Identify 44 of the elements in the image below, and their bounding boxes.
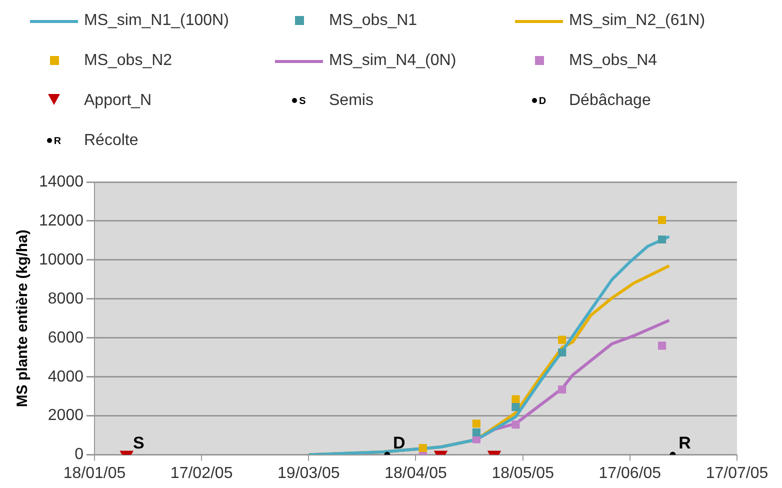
text: R [54,136,62,146]
point [472,420,480,428]
point [418,444,427,452]
y-tick-label: 4000 [48,368,84,386]
x-tick-label: 18/04/05 [384,464,447,482]
data-label: S [132,433,144,452]
x-tick-label: 18/01/05 [63,464,126,482]
y-axis-title: MS plante entière (kg/ha) [14,230,32,408]
point [658,235,666,244]
y-tick-label: 8000 [48,290,84,308]
text: D [538,96,546,106]
legend-label: MS_sim_N4_(0N) [329,52,456,70]
legend-label: Semis [329,92,374,110]
point [512,403,520,412]
legend-label: MS_sim_N1_(100N) [84,12,229,30]
data-label: D [393,433,406,452]
y-tick-label: 10000 [38,251,84,268]
point [512,420,520,429]
x-tick-label: 17/07/05 [706,464,768,482]
x-tick-label: 19/03/05 [278,464,340,482]
point [558,348,566,357]
x-tick-label: 18/05/05 [492,464,554,482]
y-tick-label: 12000 [38,212,84,230]
point [472,428,480,436]
legend-label: Récolte [84,132,138,150]
y-tick-label: 14000 [38,173,84,190]
point [512,395,520,404]
y-tick-label: 2000 [48,407,84,424]
y-tick-label: 6000 [48,329,84,346]
point [658,342,666,350]
point [558,336,566,344]
point [558,385,566,394]
x-tick-label: 17/06/05 [598,464,662,482]
legend-label: MS_obs_N1 [329,12,418,30]
y-tick-label: 0 [74,446,84,464]
legend-label: MS_obs_N4 [569,52,658,70]
legend-label: Apport_N [84,92,152,110]
legend-label: MS_sim_N2_(61N) [569,12,706,30]
point [658,216,666,224]
data-label: R [678,433,691,452]
x-tick-label: 17/02/05 [170,464,233,482]
legend-label: MS_obs_N2 [84,52,172,70]
text: S [299,96,306,106]
legend-label: Débâchage [569,92,651,110]
